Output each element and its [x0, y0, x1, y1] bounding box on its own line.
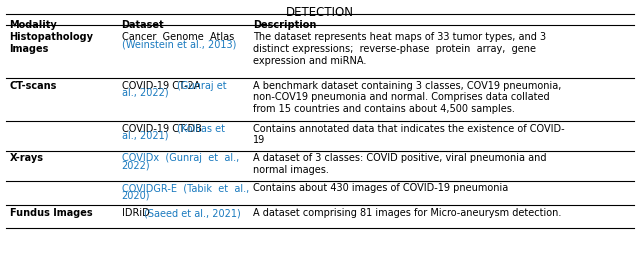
Text: Histopathology
Images: Histopathology Images: [10, 32, 93, 54]
Text: (Gunraj et: (Gunraj et: [177, 81, 227, 90]
Text: Dataset: Dataset: [122, 20, 164, 29]
Text: COVID-19 CT-2A: COVID-19 CT-2A: [122, 81, 203, 90]
Text: COVID-19 CT-DB: COVID-19 CT-DB: [122, 124, 205, 133]
Text: (Weinstein et al., 2013): (Weinstein et al., 2013): [122, 40, 236, 50]
Text: COVIDGR-E  (Tabik  et  al.,: COVIDGR-E (Tabik et al.,: [122, 183, 249, 193]
Text: The dataset represents heat maps of 33 tumor types, and 3
distinct expressions; : The dataset represents heat maps of 33 t…: [253, 32, 546, 66]
Text: 2020): 2020): [122, 191, 150, 200]
Text: COVIDx  (Gunraj  et  al.,: COVIDx (Gunraj et al.,: [122, 153, 239, 163]
Text: 2022): 2022): [122, 161, 150, 171]
Text: X-rays: X-rays: [10, 153, 44, 163]
Text: al., 2022): al., 2022): [122, 88, 168, 98]
Text: A dataset of 3 classes: COVID positive, viral pneumonia and
normal images.: A dataset of 3 classes: COVID positive, …: [253, 153, 547, 175]
Text: DETECTION: DETECTION: [286, 6, 354, 20]
Text: (Saeed et al., 2021): (Saeed et al., 2021): [144, 208, 241, 218]
Text: Modality: Modality: [10, 20, 58, 29]
Text: Description: Description: [253, 20, 316, 29]
Text: A dataset comprising 81 images for Micro-aneurysm detection.: A dataset comprising 81 images for Micro…: [253, 208, 561, 218]
Text: CT-scans: CT-scans: [10, 81, 57, 90]
Text: IDRiD: IDRiD: [122, 208, 152, 218]
Text: Contains annotated data that indicates the existence of COVID-
19: Contains annotated data that indicates t…: [253, 124, 564, 145]
Text: Fundus Images: Fundus Images: [10, 208, 92, 218]
Text: Contains about 430 images of COVID-19 pneumonia: Contains about 430 images of COVID-19 pn…: [253, 183, 508, 193]
Text: A benchmark dataset containing 3 classes, COV19 pneumonia,
non-COV19 pneumonia a: A benchmark dataset containing 3 classes…: [253, 81, 561, 114]
Text: Cancer  Genome  Atlas: Cancer Genome Atlas: [122, 32, 234, 42]
Text: (Kollias et: (Kollias et: [177, 124, 225, 133]
Text: al., 2021): al., 2021): [122, 131, 168, 141]
